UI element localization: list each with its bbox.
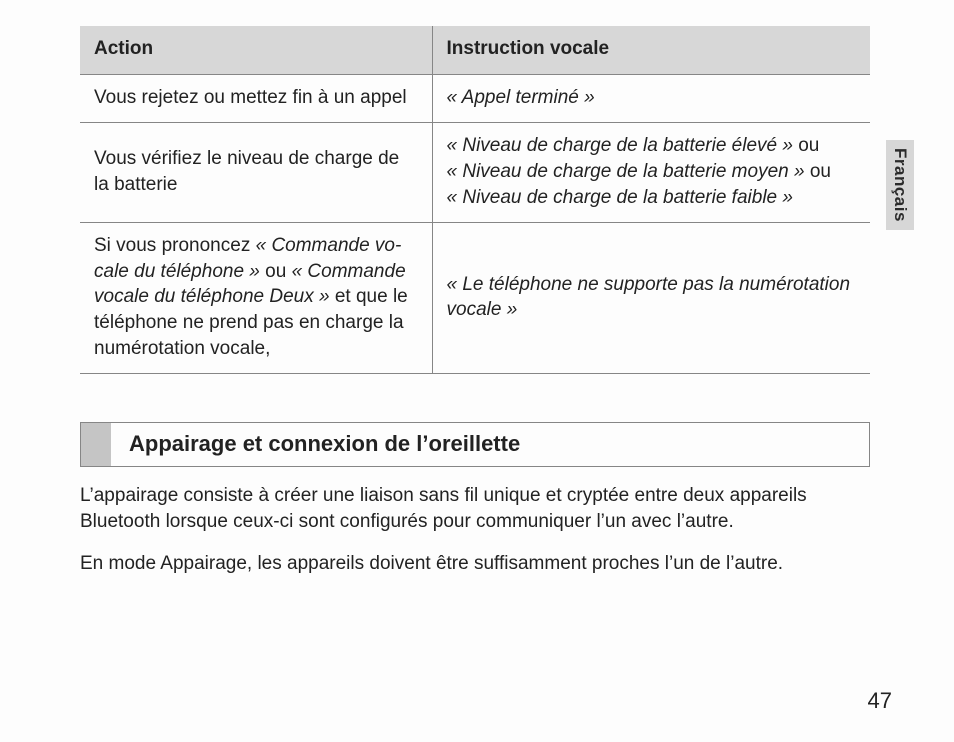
table-header-row: Action Instruction vocale <box>80 26 870 74</box>
table-row: Vous vérifiez le niveau de charge de la … <box>80 123 870 223</box>
cell-action: Vous vérifiez le niveau de charge de la … <box>80 123 432 223</box>
cell-action: Si vous prononcez « Commande vo­cale du … <box>80 223 432 374</box>
paragraph: L’appairage consiste à créer une liaison… <box>80 483 870 534</box>
section-heading: Appairage et connexion de l’oreillette <box>111 423 534 466</box>
manual-page: Français Action Instruction vocale Vous … <box>0 0 954 742</box>
instruction-text: « Niveau de charge de la batterie moyen … <box>447 161 805 182</box>
heading-accent-block <box>81 423 111 466</box>
instruction-text: « Niveau de charge de la batterie élevé … <box>447 135 793 156</box>
cell-instruction: « Appel terminé » <box>432 74 870 123</box>
instructions-table: Action Instruction vocale Vous rejetez o… <box>80 26 870 374</box>
instruction-text: « Le téléphone ne supporte pas la numéro… <box>447 274 851 321</box>
column-header-action: Action <box>80 26 432 74</box>
cell-instruction: « Niveau de charge de la batterie élevé … <box>432 123 870 223</box>
instruction-tail: ou <box>805 161 831 182</box>
language-tab-label: Français <box>890 148 910 222</box>
cell-instruction: « Le téléphone ne supporte pas la numéro… <box>432 223 870 374</box>
cell-action: Vous rejetez ou mettez fin à un appel <box>80 74 432 123</box>
section-heading-box: Appairage et connexion de l’oreillette <box>80 422 870 467</box>
paragraph: En mode Appairage, les appareils doivent… <box>80 551 870 577</box>
instruction-tail: ou <box>793 135 819 156</box>
table-row: Si vous prononcez « Commande vo­cale du … <box>80 223 870 374</box>
column-header-instruction: Instruction vocale <box>432 26 870 74</box>
table-row: Vous rejetez ou mettez fin à un appel « … <box>80 74 870 123</box>
instruction-text: « Appel terminé » <box>447 87 595 108</box>
language-tab: Français <box>886 140 914 230</box>
action-text: Si vous prononcez <box>94 235 256 256</box>
page-number: 47 <box>868 688 892 714</box>
instruction-text: « Niveau de charge de la batterie faible… <box>447 187 793 208</box>
body-text: L’appairage consiste à créer une liaison… <box>80 483 870 576</box>
action-text: ou <box>260 261 292 282</box>
